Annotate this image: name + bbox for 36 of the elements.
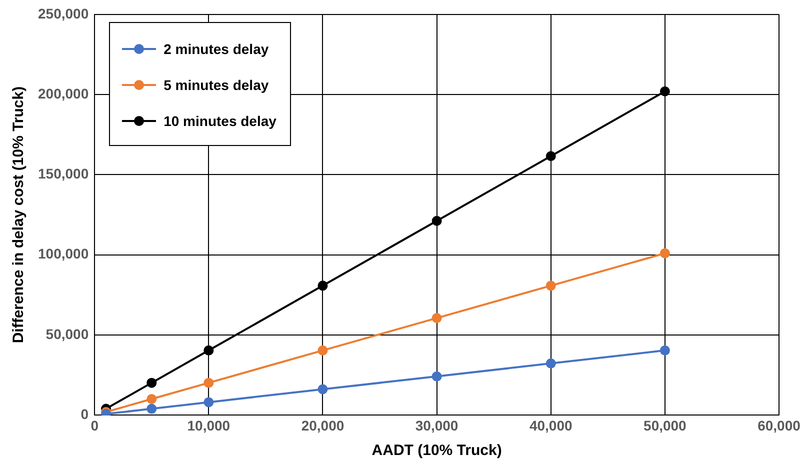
x-tick-label: 50,000 (644, 417, 687, 434)
y-tick-label: 150,000 (38, 166, 89, 182)
point (660, 345, 670, 356)
legend-label: 5 minutes delay (164, 77, 269, 94)
y-axis-title: Difference in delay cost (10% Truck) (10, 86, 28, 344)
point (432, 216, 442, 226)
x-tick-label: 40,000 (529, 417, 572, 434)
x-axis-title: AADT (10% Truck) (372, 442, 502, 460)
point (146, 394, 157, 404)
x-tick-label: 20,000 (301, 417, 344, 434)
point (660, 248, 670, 258)
point (204, 397, 214, 408)
x-tick-label: 10,000 (187, 417, 230, 434)
y-tick-label: 250,000 (38, 5, 89, 22)
x-tick-label: 30,000 (415, 417, 458, 434)
point (204, 378, 214, 388)
point (204, 345, 214, 356)
point (146, 378, 157, 388)
y-tick-label: 0 (80, 406, 89, 422)
x-tick-label: 0 (90, 417, 99, 434)
y-tick-label: 100,000 (38, 246, 89, 262)
point (660, 86, 670, 96)
point (146, 404, 157, 414)
point (546, 151, 556, 162)
legend-label: 10 minutes delay (164, 113, 276, 130)
point (318, 345, 328, 356)
point (546, 358, 556, 368)
point (318, 384, 328, 394)
point (432, 371, 442, 382)
x-tick-label: 60,000 (758, 417, 801, 434)
legend-label: 2 minutes delay (164, 41, 269, 58)
point (432, 313, 442, 324)
point (318, 280, 328, 291)
point (546, 280, 556, 291)
y-tick-label: 200,000 (38, 85, 89, 102)
y-tick-label: 50,000 (46, 326, 89, 342)
